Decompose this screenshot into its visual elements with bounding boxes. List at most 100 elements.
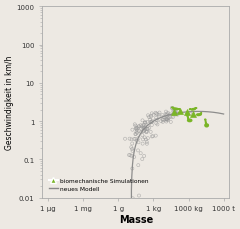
Point [166,112,170,115]
Point [149,114,153,118]
Point [144,128,147,131]
Point [150,112,154,116]
Point [133,123,137,127]
Point [133,124,137,128]
Point [150,124,154,127]
Ellipse shape [205,124,208,127]
Polygon shape [201,113,202,114]
Point [143,126,147,129]
Point [137,136,140,140]
Point [145,130,149,133]
Point [143,121,147,125]
Point [164,118,168,121]
Point [142,128,146,132]
Point [154,112,157,115]
Point [146,125,150,128]
Point [173,110,177,114]
Point [154,119,158,122]
Point [141,119,144,123]
Point [139,124,143,128]
Point [145,128,149,131]
Point [135,126,139,130]
Ellipse shape [191,109,195,111]
Point [150,121,154,124]
Point [146,114,150,118]
Point [141,142,144,146]
Point [161,120,165,124]
Ellipse shape [197,114,200,116]
Point [168,113,172,117]
Point [129,146,133,150]
Point [174,113,178,116]
Point [134,127,138,131]
Point [170,106,174,110]
Point [161,118,164,122]
Point [161,114,164,117]
Point [164,113,168,117]
Point [137,130,141,133]
Point [171,116,175,119]
Point [145,128,149,131]
Point [149,120,153,124]
Point [143,121,147,125]
Point [149,121,153,124]
Point [137,125,141,129]
Polygon shape [187,117,189,120]
Point [130,167,134,171]
Point [162,115,166,119]
Ellipse shape [200,114,201,116]
Point [164,120,168,124]
Point [157,113,161,117]
Point [131,149,134,153]
Point [154,134,158,138]
Point [136,127,139,131]
Point [157,115,161,119]
Point [161,118,165,122]
Polygon shape [201,113,202,114]
Point [132,137,136,141]
Point [168,116,172,119]
Point [139,152,143,155]
Point [176,113,180,117]
Polygon shape [205,120,206,125]
Point [170,115,174,119]
Ellipse shape [172,108,174,109]
Point [162,118,166,122]
Point [144,138,148,142]
Point [155,113,159,117]
Point [170,107,174,111]
Point [172,110,176,114]
Point [166,117,170,120]
Point [166,117,170,120]
Point [149,131,153,134]
Point [150,135,154,139]
Point [132,155,136,159]
Point [136,164,140,167]
Point [140,134,144,137]
Point [147,116,151,119]
Point [142,154,146,158]
Point [165,118,169,122]
Point [142,123,146,127]
Point [174,109,177,113]
Point [154,112,158,116]
Point [135,128,139,132]
Point [141,130,145,134]
Point [142,126,146,130]
Point [130,142,134,146]
Point [142,129,146,133]
Point [137,194,141,198]
Point [141,124,145,128]
Point [156,123,159,127]
Point [174,113,177,117]
Point [141,138,145,142]
Point [156,119,159,123]
Point [165,118,169,122]
Point [165,118,169,122]
Point [128,137,132,141]
Point [143,136,147,140]
Point [135,131,138,134]
Point [144,121,147,125]
Point [164,110,168,114]
Point [123,137,127,141]
